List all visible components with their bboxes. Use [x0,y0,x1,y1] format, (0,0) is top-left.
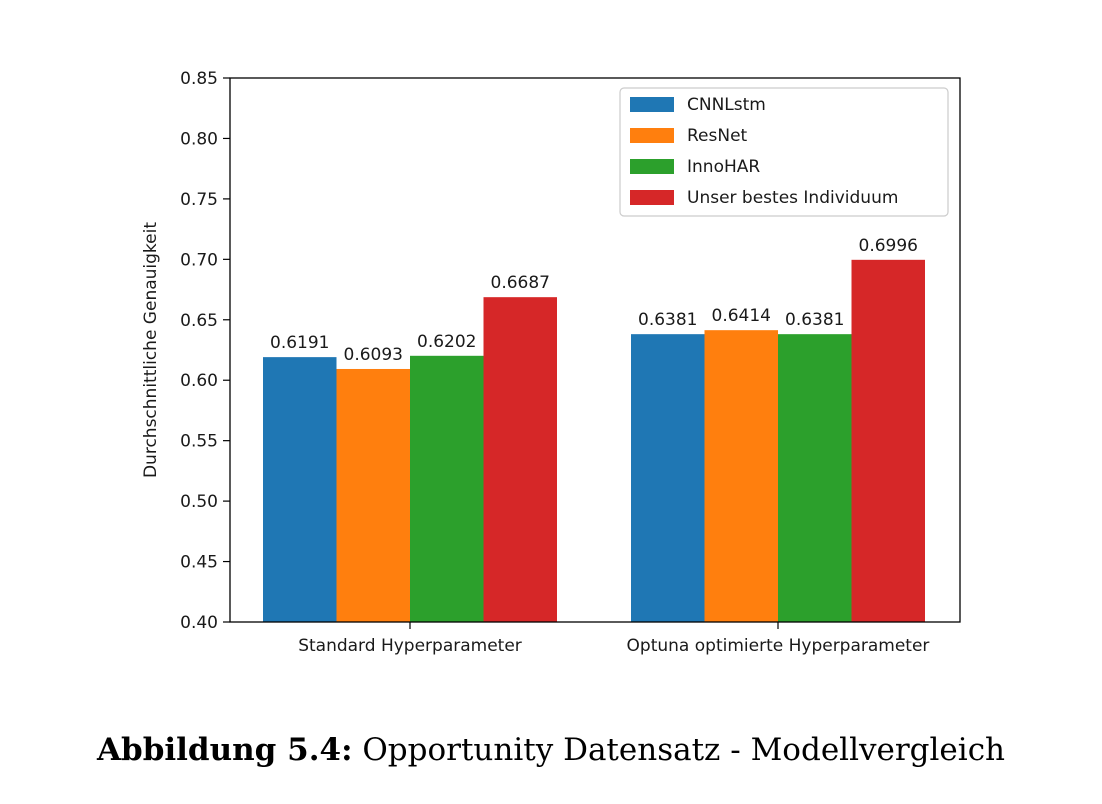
y-tick-label: 0.55 [180,432,218,452]
bar-unser-bestes-individuum [851,259,925,622]
y-tick-label: 0.60 [180,371,218,391]
legend-box [619,87,949,217]
y-tick-label: 0.65 [180,311,218,331]
y-tick-label: 0.80 [180,129,218,149]
bar-value-label: 0.6381 [785,310,844,330]
y-tick-label: 0.85 [180,69,218,89]
legend-swatch [630,97,674,112]
legend-swatch [630,128,674,143]
legend-label: InnoHAR [687,157,760,177]
legend-label: ResNet [687,126,748,146]
bar-value-label: 0.6202 [417,332,476,352]
bar-value-label: 0.6687 [491,273,550,293]
y-axis-title: Durchschnittliche Genauigkeit [141,222,161,478]
bar-value-label: 0.6191 [270,333,329,353]
bar-value-label: 0.6996 [859,236,918,256]
caption-label: Abbildung 5.4: [96,732,353,768]
y-tick-label: 0.50 [180,492,218,512]
legend: CNNLstm ResNet InnoHAR Unser bestes Individ… [619,87,949,217]
legend-label: CNNLstm [687,95,766,115]
plot-frame [229,77,961,623]
y-tick-label: 0.45 [180,553,218,573]
figure-caption: Abbildung 5.4: Opportunity Datensatz - M… [0,732,1102,768]
bar-cnnlstm [263,357,337,622]
bar-innohar [778,334,852,622]
x-tick-label: Standard Hyperparameter [298,636,522,656]
bar-value-label: 0.6414 [712,306,771,326]
y-axis: 0.40 0.45 0.50 0.55 0.60 0.65 0.70 0.75 0.80 0.85 [180,69,230,633]
data-labels-group: 0.6191 0.6381 0.6093 0.6414 0.6202 0.6381 0.66… [270,236,918,365]
legend-label: Unser bestes Individuum [687,188,898,208]
bar-value-label: 0.6381 [638,310,697,330]
legend-swatch [630,159,674,174]
y-tick-label: 0.75 [180,190,218,210]
bar-innohar [410,355,484,622]
bars-group [263,259,925,622]
y-tick-label: 0.40 [180,613,218,633]
caption-text: Opportunity Datensatz - Modellvergleich [352,732,1006,768]
x-axis: Standard Hyperparameter Optuna optimierte… [298,622,929,656]
x-tick-label: Optuna optimierte Hyperparameter [627,636,930,656]
y-tick-label: 0.70 [180,250,218,270]
bar-resnet [336,368,410,622]
bar-unser-bestes-individuum [483,297,557,622]
bar-cnnlstm [631,334,705,622]
bar-resnet [704,330,778,622]
legend-swatch [630,190,674,205]
bar-chart: 0.6191 0.6381 0.6093 0.6414 0.6202 0.6381 0.66… [141,69,961,656]
bar-value-label: 0.6093 [344,345,403,365]
